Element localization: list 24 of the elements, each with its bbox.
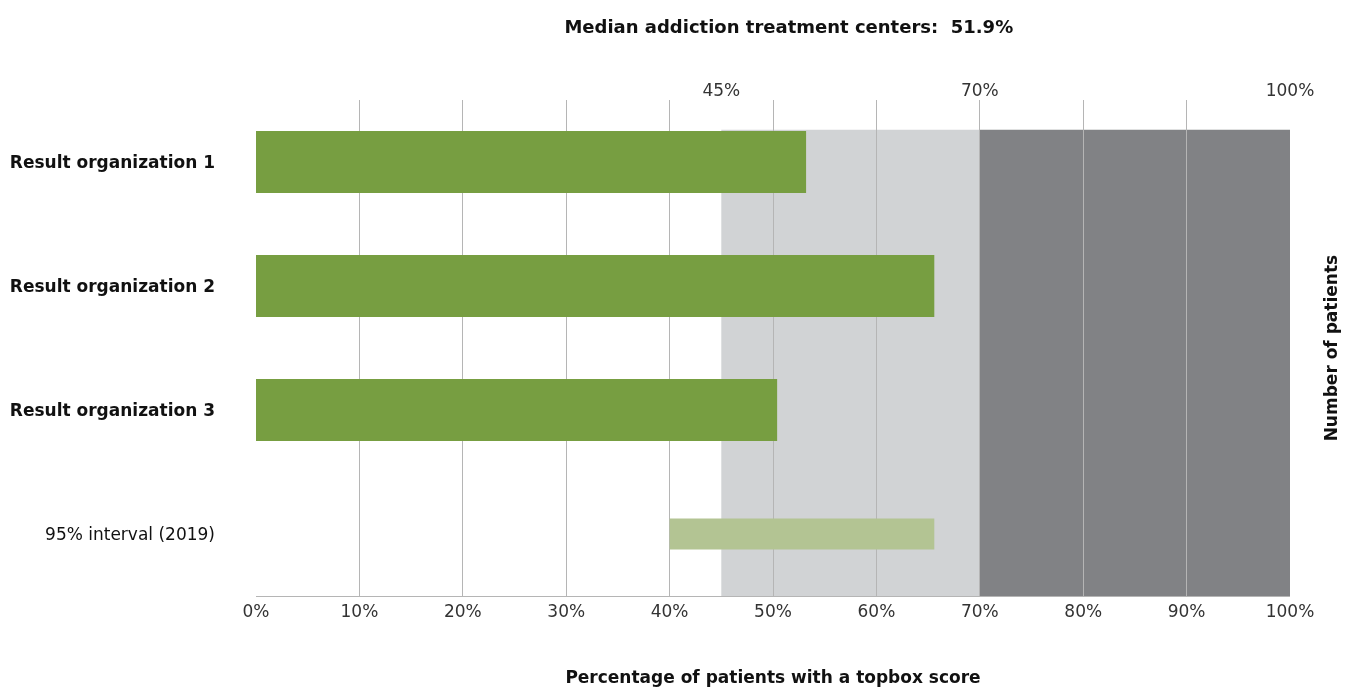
y-tick-label: Result organization 1 <box>9 151 215 172</box>
bar <box>256 379 778 441</box>
x-tick-label: 20% <box>443 601 482 622</box>
x-tick-label: 60% <box>857 601 896 622</box>
x-tick-label: 70% <box>960 601 999 622</box>
x2-tick-label: 70% <box>960 79 999 100</box>
y2-axis-title: Number of patients <box>1321 254 1342 442</box>
x-tick-label: 40% <box>650 601 689 622</box>
bar <box>256 131 807 193</box>
x-tick-label: 90% <box>1167 601 1206 622</box>
y-tick-label: Result organization 3 <box>9 399 215 420</box>
bar <box>256 255 935 317</box>
y-tick-label: Result organization 2 <box>9 275 215 296</box>
y-tick-label: 95% interval (2019) <box>45 523 215 544</box>
chart-title: Median addiction treatment centers: 51.9% <box>564 16 1014 38</box>
x-tick-label: 100% <box>1265 601 1315 622</box>
x-tick-label: 80% <box>1064 601 1103 622</box>
x-tick-label: 10% <box>340 601 379 622</box>
x-tick-label: 30% <box>547 601 586 622</box>
x2-tick-label: 45% <box>702 79 741 100</box>
x-axis-title: Percentage of patients with a topbox score <box>565 666 981 687</box>
x2-tick-label: 100% <box>1265 79 1315 100</box>
x-tick-label: 0% <box>242 601 270 622</box>
x-tick-label: 50% <box>754 601 792 622</box>
